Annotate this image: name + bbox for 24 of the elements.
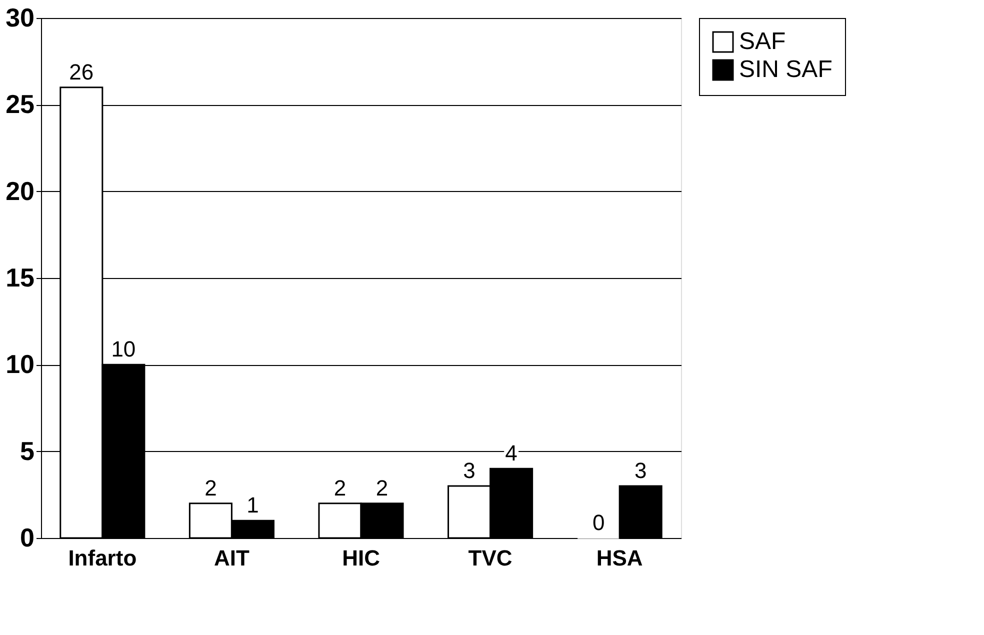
data-label: 1 [246,492,259,518]
y-tick-label: 15 [6,262,34,292]
data-label: 10 [111,336,136,362]
x-tick-label: Infarto [68,546,137,570]
y-tick-label: 20 [6,176,34,206]
y-tick-label: 30 [6,2,34,32]
data-label: 4 [505,440,518,466]
data-label: 2 [334,475,346,500]
data-label: 2 [204,475,217,500]
data-label: 0 [592,510,605,535]
x-tick-label: HSA [596,546,643,570]
legend-label: SIN SAF [739,56,832,83]
y-tick-label: 10 [6,349,34,380]
x-tick-label: HIC [342,546,380,570]
x-tick-label: TVC [468,546,512,570]
data-label: 2 [376,475,388,500]
data-label: 26 [69,59,94,84]
legend-label: SAF [739,28,786,55]
data-label: 3 [463,458,476,483]
y-tick-label: 0 [20,522,34,552]
y-tick-label: 5 [20,436,34,466]
x-tick-label: AIT [214,546,250,570]
y-tick-label: 25 [6,89,34,120]
data-label: 3 [634,458,647,483]
